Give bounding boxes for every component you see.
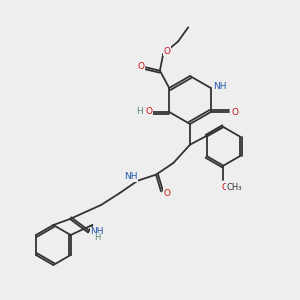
Text: O: O bbox=[145, 107, 152, 116]
Text: O: O bbox=[221, 182, 229, 191]
Text: O: O bbox=[232, 107, 238, 116]
Text: NH: NH bbox=[124, 172, 138, 181]
Text: CH₃: CH₃ bbox=[226, 182, 242, 191]
Text: H: H bbox=[136, 107, 143, 116]
Text: O: O bbox=[164, 188, 170, 197]
Text: O: O bbox=[164, 47, 171, 56]
Text: O: O bbox=[137, 62, 144, 71]
Text: H: H bbox=[94, 233, 100, 242]
Text: NH: NH bbox=[213, 82, 227, 91]
Text: NH: NH bbox=[90, 227, 104, 236]
